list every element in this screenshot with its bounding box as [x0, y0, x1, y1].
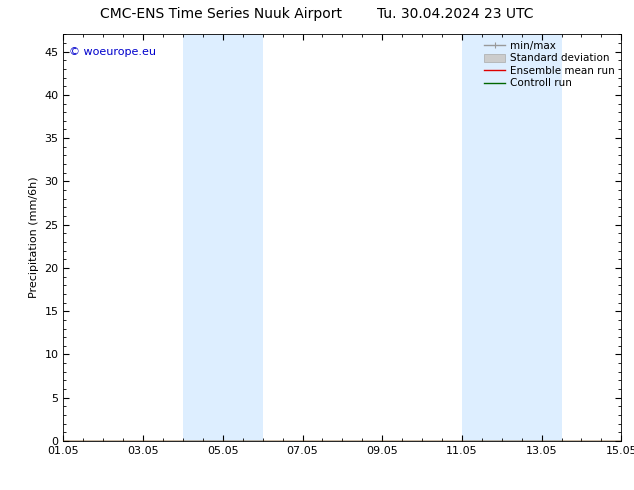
- Bar: [462, 34, 562, 441]
- Legend: min/max, Standard deviation, Ensemble mean run, Controll run: min/max, Standard deviation, Ensemble me…: [481, 37, 618, 92]
- Y-axis label: Precipitation (mm/6h): Precipitation (mm/6h): [29, 177, 39, 298]
- Text: CMC-ENS Time Series Nuuk Airport        Tu. 30.04.2024 23 UTC: CMC-ENS Time Series Nuuk Airport Tu. 30.…: [100, 7, 534, 22]
- Bar: [183, 34, 262, 441]
- Text: © woeurope.eu: © woeurope.eu: [69, 47, 156, 56]
